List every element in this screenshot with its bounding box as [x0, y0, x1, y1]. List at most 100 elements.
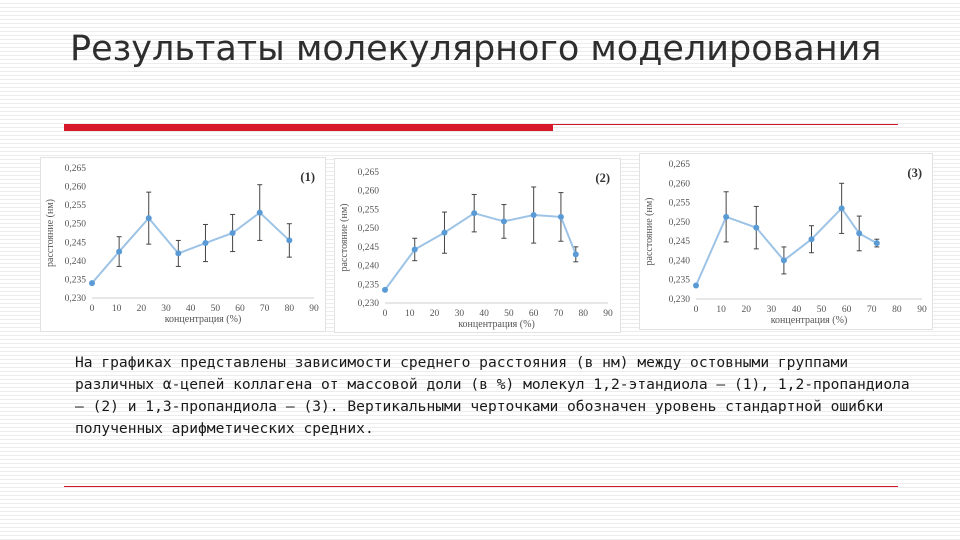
x-tick-label: 0 — [90, 304, 95, 314]
y-tick-label: 0,265 — [65, 164, 87, 174]
data-point — [441, 229, 448, 236]
x-tick-label: 10 — [716, 305, 726, 315]
data-point — [116, 248, 123, 255]
y-tick-label: 0,230 — [358, 299, 380, 309]
chart-panel-label: (3) — [907, 166, 922, 180]
y-tick-label: 0,250 — [669, 218, 691, 228]
y-tick-label: 0,235 — [358, 280, 380, 290]
y-tick-label: 0,245 — [65, 238, 87, 248]
slide-caption: На графиках представлены зависимости сре… — [75, 354, 910, 437]
data-point — [202, 240, 209, 247]
x-tick-label: 50 — [504, 309, 514, 319]
data-point — [89, 280, 95, 287]
y-tick-label: 0,255 — [358, 205, 380, 215]
chart-panel-label: (1) — [300, 170, 315, 184]
data-point — [145, 215, 152, 222]
x-axis-title: концентрация (%) — [165, 314, 242, 325]
data-point — [286, 237, 293, 244]
x-tick-label: 70 — [260, 304, 270, 314]
data-point — [780, 257, 787, 264]
data-point — [530, 212, 537, 219]
y-tick-label: 0,255 — [669, 199, 691, 209]
y-tick-label: 0,250 — [358, 224, 380, 234]
y-tick-label: 0,235 — [669, 276, 691, 286]
x-tick-label: 10 — [112, 304, 122, 314]
data-point — [411, 246, 418, 253]
x-tick-label: 40 — [792, 305, 802, 315]
x-tick-label: 30 — [767, 305, 777, 315]
chart-2: 0,230 0,235 0,240 0,245 0,250 0,255 0,260 0,265… — [339, 168, 613, 330]
data-point — [256, 209, 263, 216]
data-point — [471, 210, 478, 217]
x-tick-label: 40 — [479, 309, 489, 319]
chart-panel-2: 0,230 0,235 0,240 0,245 0,250 0,255 0,260 0,265… — [334, 158, 621, 333]
bottom-rule — [64, 486, 898, 487]
chart-panel-1: 0,230 0,235 0,240 0,245 0,250 0,255 0,260 0,265… — [40, 157, 326, 332]
data-point — [382, 286, 388, 293]
x-tick-label: 90 — [603, 309, 613, 319]
y-tick-label: 0,260 — [358, 187, 380, 197]
title-underline-thin — [553, 124, 898, 125]
x-tick-label: 50 — [211, 304, 221, 314]
series-line — [91, 211, 291, 284]
slide-title: Результаты молекулярного моделирования — [70, 29, 882, 69]
y-tick-label: 0,230 — [669, 295, 691, 305]
chart-1: 0,230 0,235 0,240 0,245 0,250 0,255 0,260 0,265… — [45, 164, 319, 325]
x-tick-label: 0 — [383, 309, 388, 319]
x-tick-label: 90 — [309, 304, 319, 314]
data-point — [557, 213, 564, 220]
x-axis-title: концентрация (%) — [458, 319, 535, 330]
y-tick-label: 0,240 — [65, 257, 87, 267]
x-tick-label: 60 — [842, 305, 852, 315]
x-tick-label: 70 — [554, 309, 564, 319]
y-tick-label: 0,245 — [358, 243, 380, 253]
x-tick-label: 20 — [137, 304, 147, 314]
x-tick-label: 60 — [529, 309, 539, 319]
data-point — [838, 205, 845, 212]
data-point — [873, 240, 880, 247]
x-tick-label: 80 — [892, 305, 902, 315]
x-tick-label: 0 — [694, 305, 699, 315]
x-tick-label: 60 — [235, 304, 245, 314]
data-point — [500, 218, 507, 225]
y-tick-label: 0,245 — [669, 237, 691, 247]
y-tick-label: 0,255 — [65, 201, 87, 211]
x-tick-label: 90 — [917, 305, 927, 315]
x-tick-label: 50 — [817, 305, 827, 315]
data-point — [572, 251, 579, 258]
x-tick-label: 30 — [161, 304, 171, 314]
y-tick-label: 0,265 — [358, 168, 380, 178]
y-tick-label: 0,235 — [65, 275, 87, 285]
y-axis-title: расстояние (нм) — [45, 199, 56, 267]
x-tick-label: 70 — [867, 305, 877, 315]
chart-panel-3: 0,230 0,235 0,240 0,245 0,250 0,255 0,260 0,265… — [639, 153, 933, 330]
data-point — [808, 236, 815, 243]
series-line — [695, 206, 878, 286]
x-tick-label: 80 — [578, 309, 588, 319]
x-tick-label: 40 — [186, 304, 196, 314]
x-tick-label: 20 — [430, 309, 440, 319]
x-tick-label: 30 — [455, 309, 465, 319]
y-tick-label: 0,230 — [65, 294, 87, 304]
data-point — [723, 213, 730, 220]
x-tick-label: 20 — [741, 305, 751, 315]
x-tick-label: 10 — [405, 309, 415, 319]
y-tick-label: 0,260 — [669, 179, 691, 189]
y-tick-label: 0,265 — [669, 160, 691, 170]
data-point — [753, 224, 760, 231]
data-point — [229, 230, 236, 236]
x-tick-label: 80 — [285, 304, 295, 314]
y-tick-label: 0,250 — [65, 220, 87, 230]
y-tick-label: 0,240 — [669, 256, 691, 266]
data-point — [175, 250, 182, 257]
y-axis-title: расстояние (нм) — [644, 198, 655, 266]
chart-3: 0,230 0,235 0,240 0,245 0,250 0,255 0,260 0,265… — [644, 160, 927, 326]
x-axis-title: концентрация (%) — [771, 315, 848, 326]
y-tick-label: 0,260 — [65, 183, 87, 193]
y-axis-title: расстояние (нм) — [339, 204, 350, 272]
data-point — [693, 282, 699, 289]
y-tick-label: 0,240 — [358, 262, 380, 272]
title-underline-thick — [64, 124, 553, 131]
data-point — [856, 230, 863, 237]
series-line — [384, 212, 577, 291]
